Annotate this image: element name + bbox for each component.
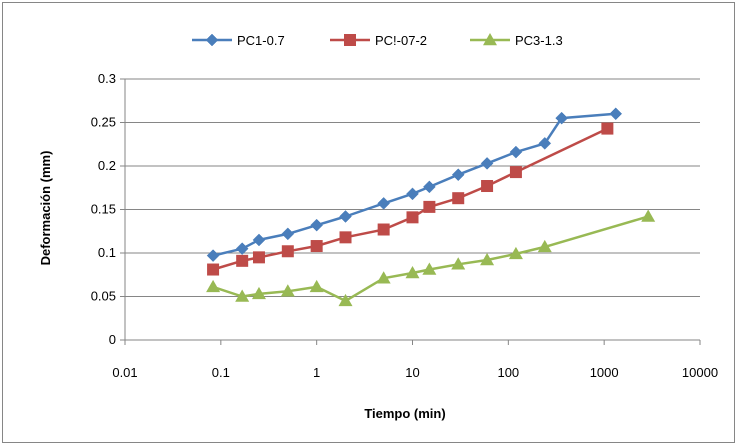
data-point [510, 146, 522, 158]
data-point [601, 123, 613, 135]
legend-label: PC3-1.3 [515, 33, 563, 48]
data-point [282, 245, 294, 257]
y-tick-label: 0 [109, 332, 116, 347]
data-point [481, 180, 493, 192]
legend-label: PC1-0.7 [237, 33, 285, 48]
y-tick-label: 0.3 [98, 71, 116, 86]
data-point [340, 231, 352, 243]
y-tick-labels: 0 0.05 0.1 0.15 0.2 0.25 0.3 [91, 71, 116, 347]
data-point [339, 294, 353, 306]
data-point [452, 169, 464, 181]
data-point [253, 251, 265, 263]
series-layer [206, 108, 655, 306]
x-tick-label: 1000 [590, 365, 619, 380]
x-tick-label: 100 [497, 365, 519, 380]
data-point [236, 255, 248, 267]
series-3 [206, 209, 655, 306]
legend-label: PC!-07-2 [375, 33, 427, 48]
x-tick-label: 0.1 [212, 365, 230, 380]
x-axis-title: Tiempo (min) [364, 406, 445, 421]
data-point [510, 166, 522, 178]
legend-marker [206, 34, 218, 46]
legend-marker [344, 34, 356, 46]
series-line [213, 114, 616, 256]
legend-item-2: PC!-07-2 [330, 33, 427, 48]
x-tick-label: 1 [313, 365, 320, 380]
data-point [423, 181, 435, 193]
series-line [213, 217, 648, 301]
data-point [641, 209, 655, 221]
data-point [407, 188, 419, 200]
x-tick-label: 10000 [682, 365, 718, 380]
legend: PC1-0.7 PC!-07-2 PC3-1.3 [192, 33, 563, 48]
data-point [481, 157, 493, 169]
series-1 [207, 108, 622, 262]
data-point [378, 197, 390, 209]
data-point [340, 210, 352, 222]
y-tick-label: 0.2 [98, 158, 116, 173]
data-point [311, 240, 323, 252]
data-point [407, 211, 419, 223]
y-axis-title: Deformación (mm) [38, 151, 53, 266]
x-tick-label: 0.01 [112, 365, 137, 380]
data-point [253, 234, 265, 246]
data-point [310, 280, 324, 292]
data-point [207, 250, 219, 262]
y-tick-label: 0.25 [91, 115, 116, 130]
legend-item-1: PC1-0.7 [192, 33, 285, 48]
data-point [610, 108, 622, 120]
y-tick-label: 0.1 [98, 245, 116, 260]
x-tick-labels: 0.01 0.1 1 10 100 1000 10000 [112, 365, 718, 380]
data-point [423, 201, 435, 213]
data-point [206, 280, 220, 292]
y-tick-label: 0.05 [91, 289, 116, 304]
data-point [311, 219, 323, 231]
x-tick-label: 10 [405, 365, 419, 380]
data-point [452, 192, 464, 204]
legend-item-3: PC3-1.3 [470, 33, 563, 48]
data-point [207, 264, 219, 276]
y-tick-label: 0.15 [91, 202, 116, 217]
data-point [282, 228, 294, 240]
data-point [378, 224, 390, 236]
